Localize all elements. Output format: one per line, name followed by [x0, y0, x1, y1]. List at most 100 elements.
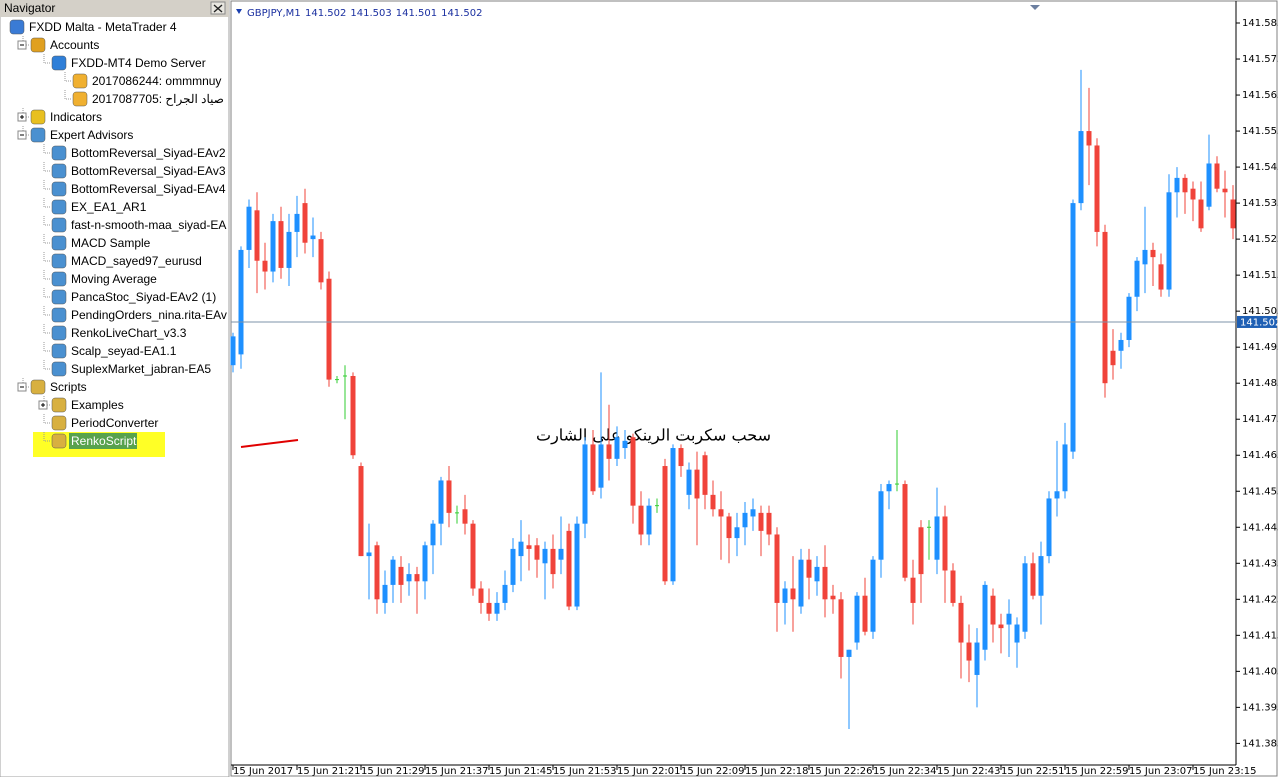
- chart: GBPJPY,M1 سحب سكربت الرينكو على الشارت 1…: [231, 1, 1278, 777]
- tree-item[interactable]: PendingOrders_nina.rita-EAv: [71, 308, 227, 322]
- tree-item[interactable]: SuplexMarket_jabran-EA5: [71, 362, 211, 376]
- tree-icon: [52, 326, 66, 340]
- candle-body: [383, 585, 388, 603]
- tree-item[interactable]: FXDD-MT4 Demo Server: [71, 56, 206, 70]
- candle-body: [519, 542, 524, 556]
- tree-icon: [52, 398, 66, 412]
- tree-icon: [73, 74, 87, 88]
- tree-item[interactable]: BottomReversal_Siyad-EAv3: [71, 164, 226, 178]
- x-tick-label: 15 Jun 22:09: [681, 766, 745, 777]
- x-tick-label: 15 Jun 23:07: [1129, 766, 1193, 777]
- tree-icon: [52, 344, 66, 358]
- candle-body: [711, 495, 716, 509]
- candle-body: [263, 261, 268, 272]
- candle-body: [1135, 261, 1140, 297]
- tree-item[interactable]: FXDD Malta - MetaTrader 4: [29, 20, 177, 34]
- candle-body: [583, 444, 588, 523]
- y-tick-label: 141.585: [1242, 18, 1278, 29]
- tree-item[interactable]: MACD Sample: [71, 236, 151, 250]
- candle-body: [727, 516, 732, 538]
- x-tick-label: 15 Jun 22:26: [809, 766, 873, 777]
- candle-body: [863, 596, 868, 632]
- candle-body: [375, 545, 380, 599]
- x-tick-label: 15 Jun 22:51: [1001, 766, 1065, 777]
- y-tick-label: 141.575: [1242, 54, 1278, 65]
- tree-icon: [52, 308, 66, 322]
- candle-body: [351, 376, 356, 455]
- y-tick-label: 141.495: [1242, 342, 1278, 353]
- candle-body: [1223, 189, 1228, 193]
- tree-item[interactable]: RenkoLiveChart_v3.3: [71, 326, 187, 340]
- y-tick-label: 141.565: [1242, 90, 1278, 101]
- tree-item[interactable]: PancaStoc_Siyad-EAv2 (1): [71, 290, 216, 304]
- candle-body: [295, 214, 300, 232]
- candle-body: [1191, 189, 1196, 200]
- candle-body: [815, 567, 820, 581]
- tree-item[interactable]: RenkoScript: [71, 434, 137, 448]
- candle-body: [639, 506, 644, 535]
- candle-body: [887, 484, 892, 491]
- candle-body: [447, 480, 452, 512]
- candle-body: [423, 545, 428, 581]
- candle-body: [1095, 145, 1100, 231]
- header-value: 141.501: [396, 8, 437, 19]
- candle-body: [575, 524, 580, 607]
- tree-item[interactable]: Accounts: [50, 38, 99, 52]
- tree-icon: [31, 110, 45, 124]
- candle-body: [495, 603, 500, 614]
- y-tick-label: 141.505: [1242, 306, 1278, 317]
- tree-item[interactable]: Examples: [71, 398, 124, 412]
- candle-body: [967, 643, 972, 661]
- candle-body: [687, 470, 692, 495]
- candle-body: [879, 491, 884, 559]
- tree-item[interactable]: MACD_sayed97_eurusd: [71, 254, 202, 268]
- header-value: 141.502: [305, 8, 346, 19]
- tree-item[interactable]: 2017086244: ommmnuy: [92, 74, 221, 88]
- tree-item[interactable]: Moving Average: [71, 272, 157, 286]
- candle-body: [527, 545, 532, 549]
- y-tick-label: 141.465: [1242, 450, 1278, 461]
- tree-item[interactable]: Indicators: [50, 110, 102, 124]
- x-tick-label: 15 Jun 22:59: [1065, 766, 1129, 777]
- candle-body: [487, 603, 492, 614]
- tree-item[interactable]: EX_EA1_AR1: [71, 200, 147, 214]
- y-tick-label: 141.535: [1242, 198, 1278, 209]
- x-tick-label: 15 Jun 21:53: [553, 766, 617, 777]
- tree-item[interactable]: Scripts: [50, 380, 87, 394]
- candle-body: [559, 549, 564, 560]
- candle-body: [415, 574, 420, 581]
- tree-item[interactable]: Scalp_seyad-EA1.1: [71, 344, 177, 358]
- candle-body: [959, 603, 964, 643]
- candle-body: [703, 455, 708, 495]
- candle-body: [311, 236, 316, 240]
- candle-body: [1071, 203, 1076, 452]
- tree-item[interactable]: 2017087705: صياد الجراح: [92, 92, 224, 106]
- y-tick-label: 141.555: [1242, 126, 1278, 137]
- y-tick-label: 141.515: [1242, 270, 1278, 281]
- candle-body: [855, 596, 860, 643]
- tree-item[interactable]: BottomReversal_Siyad-EAv2: [71, 146, 226, 160]
- tree-icon: [52, 434, 66, 448]
- candle-body: [1063, 444, 1068, 491]
- tree-icon: [52, 146, 66, 160]
- candle-body: [359, 466, 364, 556]
- candle-body: [279, 221, 284, 268]
- candle-body: [503, 585, 508, 603]
- tree-item[interactable]: PeriodConverter: [71, 416, 158, 430]
- candle-body: [1007, 614, 1012, 625]
- tree-icon: [52, 236, 66, 250]
- x-tick-label: 15 Jun 22:01: [617, 766, 681, 777]
- candle-body: [1087, 131, 1092, 145]
- y-tick-label: 141.435: [1242, 558, 1278, 569]
- header-value: 141.503: [350, 8, 391, 19]
- tree-item[interactable]: BottomReversal_Siyad-EAv4: [71, 182, 226, 196]
- candle-body: [791, 589, 796, 600]
- tree-item[interactable]: fast-n-smooth-maa_siyad-EA: [71, 218, 226, 232]
- candle-body: [471, 524, 476, 589]
- candle-body: [871, 560, 876, 632]
- tree-item[interactable]: Expert Advisors: [50, 128, 133, 142]
- candle-body: [839, 599, 844, 657]
- candle-body: [615, 437, 620, 459]
- y-tick-label: 141.525: [1242, 234, 1278, 245]
